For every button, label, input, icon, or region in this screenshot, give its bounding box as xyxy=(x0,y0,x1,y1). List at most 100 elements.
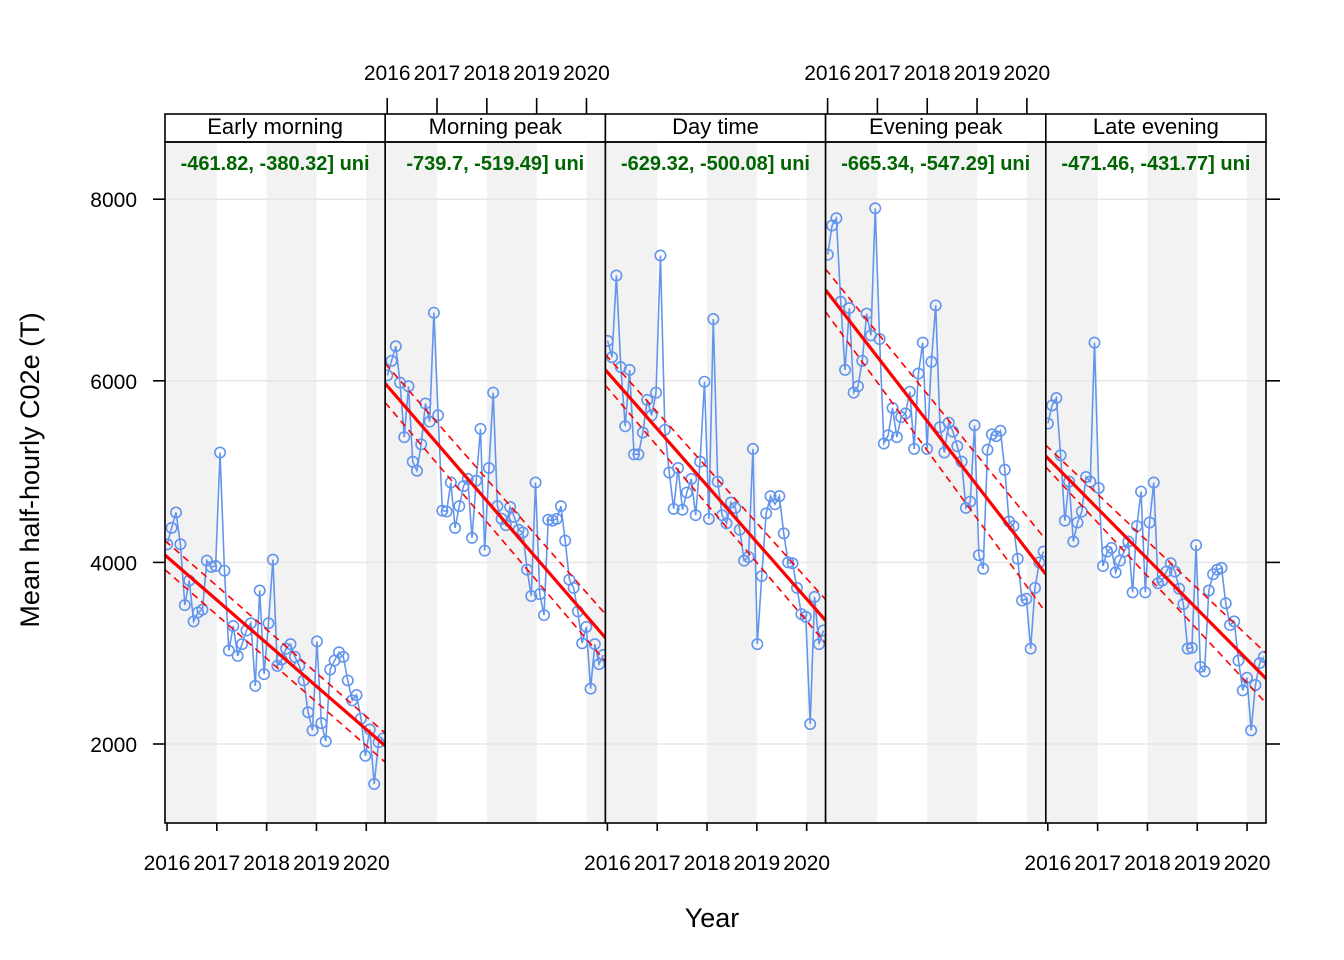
data-point xyxy=(227,619,240,632)
data-point xyxy=(1071,516,1084,529)
panel-plot-area: -461.82, -380.32] uni xyxy=(165,142,386,823)
data-point xyxy=(474,422,487,435)
year-shade-band xyxy=(366,142,386,823)
data-point xyxy=(628,448,641,461)
data-point xyxy=(231,649,244,662)
data-point xyxy=(550,512,563,525)
year-shade-band xyxy=(165,142,217,823)
data-point xyxy=(1249,678,1262,691)
data-point xyxy=(402,380,415,393)
x-tick-label: 2016 xyxy=(1024,852,1071,875)
x-tick-label: 2018 xyxy=(1124,852,1171,875)
trend-line xyxy=(825,289,1046,576)
data-point xyxy=(1198,665,1211,678)
data-point xyxy=(843,302,856,315)
x-tick-label: 2017 xyxy=(854,62,901,85)
data-point xyxy=(1050,392,1063,405)
data-point xyxy=(567,581,580,594)
data-point xyxy=(998,463,1011,476)
data-point xyxy=(825,248,834,261)
data-point xyxy=(711,475,724,488)
data-point xyxy=(174,538,187,551)
trend-ci-upper xyxy=(605,353,826,601)
trend-ci-upper xyxy=(385,363,606,615)
data-point xyxy=(1092,481,1105,494)
data-point xyxy=(1245,724,1258,737)
data-point xyxy=(1067,535,1080,548)
data-point xyxy=(1126,586,1139,599)
data-point xyxy=(702,512,715,525)
data-point xyxy=(755,570,768,583)
data-point xyxy=(856,354,869,367)
data-point xyxy=(319,735,332,748)
data-point xyxy=(921,442,934,455)
panel-day-time: -629.32, -500.08] uni Day time xyxy=(604,113,827,824)
data-point xyxy=(306,724,319,737)
data-point xyxy=(258,668,271,681)
data-point xyxy=(786,557,799,570)
data-point xyxy=(1109,566,1122,579)
data-point xyxy=(482,461,495,474)
data-point xyxy=(236,638,249,651)
panel-border xyxy=(1045,141,1267,824)
data-point xyxy=(495,512,508,525)
data-point xyxy=(398,431,411,444)
x-tick-label: 2019 xyxy=(513,62,560,85)
year-shade-band xyxy=(586,142,606,823)
x-tick-label: 2020 xyxy=(1004,62,1051,85)
data-point xyxy=(912,367,925,380)
data-point xyxy=(1253,657,1266,670)
data-point xyxy=(222,644,235,657)
trend-ci-lower xyxy=(825,311,1046,613)
data-point xyxy=(641,393,654,406)
data-point xyxy=(218,564,231,577)
data-point xyxy=(165,538,174,551)
data-point xyxy=(508,511,521,524)
data-point xyxy=(1177,598,1190,611)
data-point xyxy=(440,505,453,518)
data-point xyxy=(165,521,178,534)
strip-box xyxy=(824,113,1047,143)
trend-line xyxy=(1045,455,1267,680)
data-point xyxy=(1139,586,1152,599)
data-point xyxy=(499,519,512,532)
data-point xyxy=(385,369,394,382)
data-point xyxy=(1228,615,1241,628)
x-tick-label: 2018 xyxy=(463,62,510,85)
strip-box xyxy=(1045,113,1267,143)
data-point xyxy=(389,340,402,353)
data-point xyxy=(623,363,636,376)
data-point xyxy=(851,380,864,393)
data-point xyxy=(1063,475,1076,488)
x-tick-label: 2016 xyxy=(144,852,191,875)
data-point xyxy=(1190,539,1203,552)
data-point xyxy=(1232,654,1245,667)
data-point xyxy=(359,749,372,762)
trend-label: -471.46, -431.77] uni xyxy=(1061,153,1250,175)
data-point xyxy=(689,509,702,522)
data-point xyxy=(676,503,689,516)
data-point xyxy=(1135,485,1148,498)
data-point xyxy=(1118,545,1131,558)
data-point xyxy=(1037,545,1046,558)
year-shade-band xyxy=(825,142,878,823)
y-tick-label: 8000 xyxy=(90,189,137,212)
data-point xyxy=(1143,516,1156,529)
x-tick-label: 2018 xyxy=(904,62,951,85)
data-point xyxy=(650,386,663,399)
data-point xyxy=(1045,417,1054,430)
x-tick-label: 2016 xyxy=(804,62,851,85)
data-point xyxy=(1219,597,1232,610)
y-tick-label: 4000 xyxy=(90,552,137,575)
data-point xyxy=(1105,541,1118,554)
data-point xyxy=(537,609,550,622)
x-tick-label: 2017 xyxy=(414,62,461,85)
y-tick-label: 2000 xyxy=(90,734,137,757)
data-point xyxy=(882,429,895,442)
data-point xyxy=(972,549,985,562)
x-tick-label: 2019 xyxy=(1174,852,1221,875)
data-point xyxy=(588,638,601,651)
x-tick-label: 2020 xyxy=(343,852,390,875)
data-point xyxy=(266,553,279,566)
x-tick-label: 2016 xyxy=(584,852,631,875)
